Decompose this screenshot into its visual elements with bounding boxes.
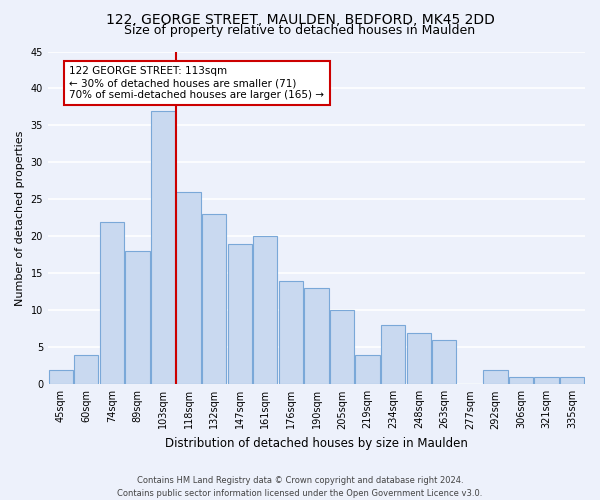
Bar: [151, 110, 175, 384]
Text: Contains HM Land Registry data © Crown copyright and database right 2024.
Contai: Contains HM Land Registry data © Crown c…: [118, 476, 482, 498]
Bar: [74, 354, 98, 384]
Bar: [49, 370, 73, 384]
Bar: [330, 310, 354, 384]
Bar: [407, 332, 431, 384]
Bar: [202, 214, 226, 384]
Bar: [279, 281, 303, 384]
Bar: [484, 370, 508, 384]
Bar: [535, 377, 559, 384]
Text: 122, GEORGE STREET, MAULDEN, BEDFORD, MK45 2DD: 122, GEORGE STREET, MAULDEN, BEDFORD, MK…: [106, 12, 494, 26]
Text: Size of property relative to detached houses in Maulden: Size of property relative to detached ho…: [124, 24, 476, 37]
Bar: [253, 236, 277, 384]
Bar: [432, 340, 457, 384]
Y-axis label: Number of detached properties: Number of detached properties: [15, 130, 25, 306]
Bar: [227, 244, 252, 384]
Bar: [509, 377, 533, 384]
Bar: [381, 325, 406, 384]
Bar: [176, 192, 201, 384]
Bar: [560, 377, 584, 384]
Bar: [355, 354, 380, 384]
X-axis label: Distribution of detached houses by size in Maulden: Distribution of detached houses by size …: [165, 437, 468, 450]
Bar: [125, 251, 149, 384]
Bar: [100, 222, 124, 384]
Bar: [304, 288, 329, 384]
Text: 122 GEORGE STREET: 113sqm
← 30% of detached houses are smaller (71)
70% of semi-: 122 GEORGE STREET: 113sqm ← 30% of detac…: [70, 66, 325, 100]
